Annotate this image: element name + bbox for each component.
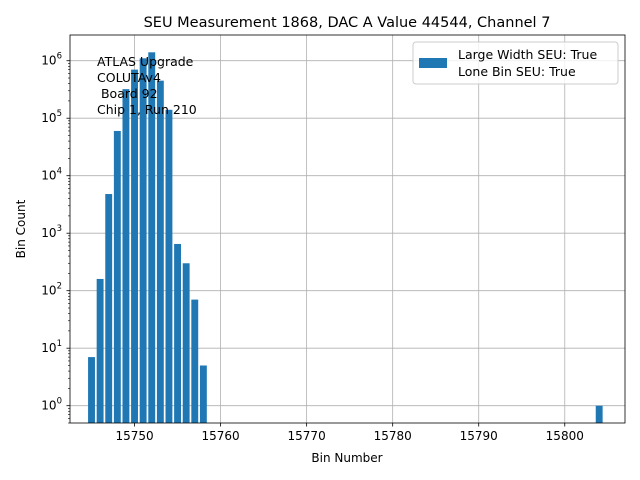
- annotation-line-3: Board 92: [97, 86, 158, 101]
- bar: [113, 130, 121, 423]
- bar: [131, 69, 138, 424]
- y-tick-label: 104: [41, 167, 62, 183]
- legend-entry-2: Lone Bin SEU: True: [458, 64, 576, 79]
- annotation: ATLAS Upgrade COLUTAv4 Board 92 Chip 1, …: [97, 54, 197, 117]
- y-tick-label: 105: [41, 109, 62, 125]
- annotation-line-2: COLUTAv4: [97, 70, 161, 85]
- bar: [156, 80, 164, 424]
- y-tick-label: 100: [41, 397, 62, 413]
- bars: [88, 52, 603, 424]
- bar: [122, 89, 130, 423]
- y-tick-label: 101: [41, 339, 62, 355]
- legend-swatch: [419, 58, 447, 68]
- x-tick-label: 15770: [288, 429, 326, 443]
- x-tick-label: 15780: [374, 429, 412, 443]
- bar: [139, 58, 147, 423]
- bar: [105, 194, 113, 423]
- chart-title: SEU Measurement 1868, DAC A Value 44544,…: [144, 15, 551, 31]
- bar: [595, 405, 603, 423]
- bar: [199, 365, 207, 423]
- plot-frame: [69, 34, 626, 424]
- y-tick-label: 103: [41, 224, 62, 240]
- legend-entry-1: Large Width SEU: True: [458, 47, 597, 62]
- y-axis-label: Bin Count: [14, 199, 28, 258]
- annotation-line-1: ATLAS Upgrade: [97, 54, 194, 69]
- y-tick-label: 102: [41, 282, 62, 298]
- x-tick-label: 15790: [460, 429, 498, 443]
- bar: [165, 109, 173, 424]
- bar: [182, 263, 190, 423]
- bar: [148, 52, 156, 424]
- bar: [174, 243, 181, 423]
- legend-box: [412, 41, 619, 85]
- x-axis-label: Bin Number: [311, 451, 382, 465]
- x-tick-label: 15760: [201, 429, 239, 443]
- bar: [96, 278, 104, 423]
- x-tick-label: 15750: [115, 429, 153, 443]
- x-tick-label: 15800: [546, 429, 584, 443]
- y-tick-label: 106: [41, 52, 62, 68]
- bar: [191, 299, 199, 423]
- annotation-line-4: Chip 1, Run 210: [97, 102, 197, 117]
- legend: Large Width SEU: True Lone Bin SEU: True: [412, 41, 619, 85]
- bar: [88, 357, 95, 423]
- y-ticks: 100 101 102 103 104 105 106: [41, 52, 70, 424]
- x-ticks: 15750 15760 15770 15780 15790 15800: [115, 423, 584, 443]
